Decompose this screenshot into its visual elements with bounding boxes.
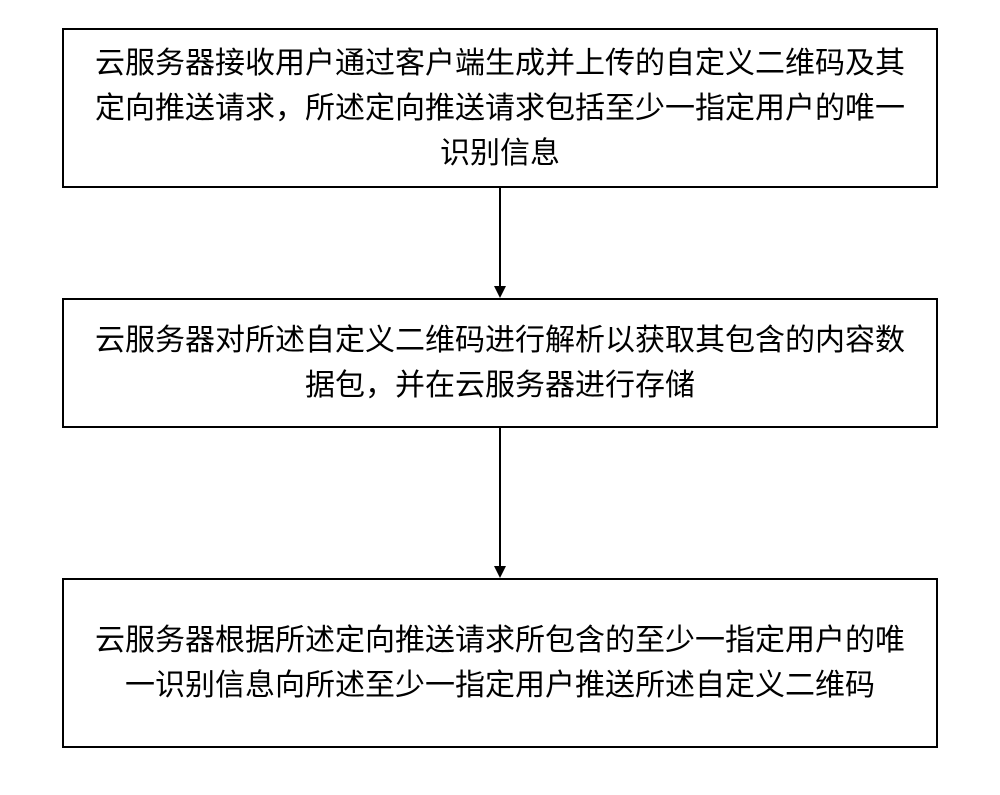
flow-arrow-1 xyxy=(490,188,510,298)
flow-node-2-text: 云服务器对所述自定义二维码进行解析以获取其包含的内容数据包，并在云服务器进行存储 xyxy=(84,318,916,408)
flow-node-1: 云服务器接收用户通过客户端生成并上传的自定义二维码及其定向推送请求，所述定向推送… xyxy=(62,28,938,188)
flow-node-1-text: 云服务器接收用户通过客户端生成并上传的自定义二维码及其定向推送请求，所述定向推送… xyxy=(84,41,916,176)
flow-arrow-2 xyxy=(490,428,510,578)
flow-node-3-text: 云服务器根据所述定向推送请求所包含的至少一指定用户的唯一识别信息向所述至少一指定… xyxy=(84,618,916,708)
flow-node-3: 云服务器根据所述定向推送请求所包含的至少一指定用户的唯一识别信息向所述至少一指定… xyxy=(62,578,938,748)
flow-node-2: 云服务器对所述自定义二维码进行解析以获取其包含的内容数据包，并在云服务器进行存储 xyxy=(62,298,938,428)
flowchart-canvas: 云服务器接收用户通过客户端生成并上传的自定义二维码及其定向推送请求，所述定向推送… xyxy=(0,0,1000,795)
